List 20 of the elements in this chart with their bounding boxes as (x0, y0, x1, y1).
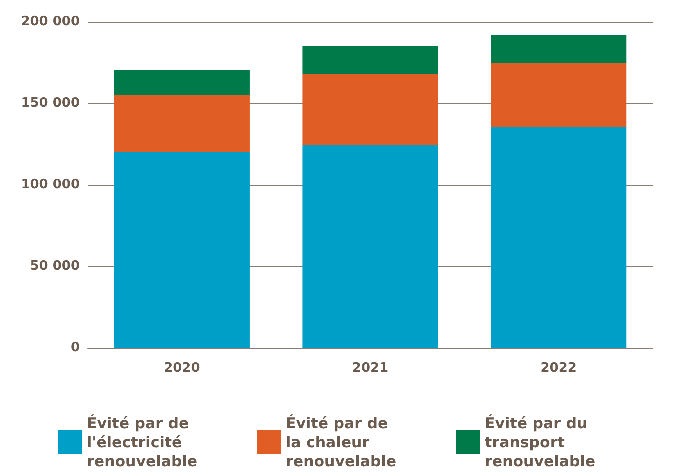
bar (302, 145, 438, 348)
legend-label: Évité par du transport renouvelable (485, 414, 596, 470)
x-tick-label: 2020 (164, 361, 200, 376)
y-tick-label: 50 000 (30, 259, 80, 274)
y-tick-label: 200 000 (21, 14, 80, 30)
bar (114, 95, 250, 152)
x-tick-label: 2021 (352, 361, 389, 376)
bar (114, 70, 250, 96)
y-tick-label: 150 000 (21, 96, 80, 111)
bar (491, 35, 627, 64)
bar (491, 63, 627, 127)
y-tick-label: 0 (70, 340, 80, 356)
y-tick-label: 100 000 (21, 178, 80, 192)
bar (491, 126, 627, 348)
bar (302, 74, 438, 146)
legend-label: Évité par de la chaleur renouvelable (286, 414, 397, 470)
x-tick-label: 2022 (540, 361, 577, 376)
legend-label: Évité par de l'électricité renouvelable (87, 414, 198, 470)
bar (114, 152, 250, 348)
bar (302, 46, 438, 74)
